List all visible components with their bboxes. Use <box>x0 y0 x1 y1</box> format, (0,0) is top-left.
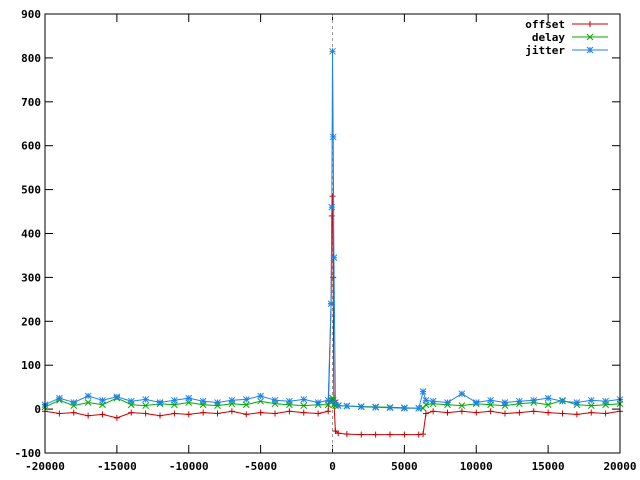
jitter-point <box>530 396 538 404</box>
delay-point <box>214 402 221 409</box>
x-tick-label: 5000 <box>391 460 418 473</box>
delay-point <box>587 402 595 409</box>
jitter-point <box>156 399 164 406</box>
jitter-point <box>544 394 552 402</box>
jitter-point <box>587 396 595 404</box>
jitter-point <box>329 47 336 55</box>
jitter-point <box>501 399 509 406</box>
y-tick-label: 500 <box>21 184 41 197</box>
y-tick-label: 400 <box>21 228 41 241</box>
jitter-point <box>386 404 394 412</box>
jitter-point <box>271 396 279 404</box>
x-tick-label: -5000 <box>244 460 277 473</box>
x-tick-label: -20000 <box>25 460 65 473</box>
delay-point <box>70 402 78 409</box>
jitter-point <box>429 397 437 405</box>
series-layer <box>41 47 624 438</box>
delay-point <box>84 399 92 406</box>
y-tick-label: -100 <box>15 447 42 460</box>
jitter-point <box>228 396 236 404</box>
jitter-point <box>56 394 63 402</box>
jitter-point <box>286 397 293 405</box>
x-tick-label: 20000 <box>603 460 636 473</box>
jitter-point <box>602 397 609 405</box>
jitter-point <box>324 396 332 404</box>
legend-marker-offset <box>587 21 593 27</box>
jitter-point <box>357 403 365 411</box>
jitter-point <box>419 388 427 395</box>
tick-labels: -100 0 100 200 300 400 500 600 700 800 900 -20000 -1… <box>15 8 637 473</box>
y-tick-label: 600 <box>21 140 41 153</box>
x-tick-label: 15000 <box>532 460 565 473</box>
jitter-point <box>415 404 423 412</box>
delay-point <box>300 402 308 409</box>
y-tick-label: 200 <box>21 315 41 328</box>
y-tick-label: 800 <box>21 52 41 65</box>
y-tick-label: 700 <box>21 96 41 109</box>
x-tick-label: 0 <box>329 460 336 473</box>
jitter-point <box>327 300 335 308</box>
jitter-point <box>257 392 264 400</box>
jitter-point <box>242 396 250 403</box>
jitter-point <box>171 396 178 404</box>
y-tick-label: 300 <box>21 271 41 284</box>
jitter-point <box>99 396 106 404</box>
y-tick-label: 900 <box>21 8 41 21</box>
delay-point <box>142 402 149 409</box>
delay-point <box>586 33 594 41</box>
jitter-point <box>314 399 322 406</box>
legend-label-offset: offset <box>525 18 565 31</box>
jitter-point <box>84 392 92 400</box>
jitter-point <box>70 399 78 406</box>
jitter-point <box>444 399 451 406</box>
jitter-point <box>559 397 566 405</box>
jitter-point <box>573 399 581 406</box>
legend-label-jitter: jitter <box>525 44 565 57</box>
jitter-point <box>516 397 523 405</box>
legend-label-delay: delay <box>532 31 565 44</box>
jitter-point <box>300 396 308 403</box>
delay-point <box>544 401 552 409</box>
jitter-point <box>422 396 430 404</box>
jitter-point <box>586 46 594 54</box>
jitter-point <box>113 393 121 401</box>
jitter-point <box>329 133 337 141</box>
x-tick-label: -10000 <box>169 460 209 473</box>
jitter-point <box>185 394 193 402</box>
x-tick-label: -15000 <box>97 460 137 473</box>
jitter-point <box>458 390 466 398</box>
jitter-point <box>328 203 336 211</box>
jitter-point <box>472 399 480 406</box>
jitter-point <box>214 399 221 406</box>
jitter-point <box>330 254 338 261</box>
jitter-point <box>142 396 149 403</box>
delay-point <box>458 402 466 409</box>
x-tick-label: 10000 <box>460 460 493 473</box>
jitter-point <box>199 397 207 405</box>
y-tick-label: 100 <box>21 359 41 372</box>
legend-marker-jitter <box>586 46 594 54</box>
delay-point <box>242 401 250 409</box>
plot-frame <box>44 13 621 454</box>
jitter-point <box>401 404 408 412</box>
legend-marker-delay <box>586 33 594 41</box>
y-tick-label: 0 <box>34 403 41 416</box>
delay-point <box>501 402 509 409</box>
jitter-point <box>334 402 342 409</box>
jitter-point <box>343 402 351 410</box>
delay-point <box>257 397 264 405</box>
jitter-point <box>127 397 135 405</box>
jitter-point <box>372 403 379 411</box>
jitter-point <box>487 396 494 404</box>
